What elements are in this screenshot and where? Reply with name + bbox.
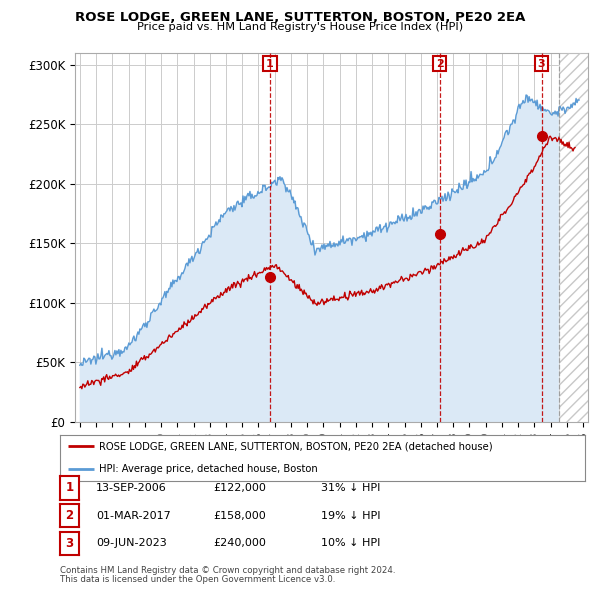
Text: 09-JUN-2023: 09-JUN-2023: [96, 539, 167, 548]
Text: 10% ↓ HPI: 10% ↓ HPI: [321, 539, 380, 548]
Text: 13-SEP-2006: 13-SEP-2006: [96, 483, 167, 493]
Text: 19% ↓ HPI: 19% ↓ HPI: [321, 511, 380, 520]
Text: 2: 2: [436, 58, 443, 68]
Text: 1: 1: [266, 58, 274, 68]
Text: 3: 3: [65, 537, 74, 550]
Text: £240,000: £240,000: [213, 539, 266, 548]
Text: 31% ↓ HPI: 31% ↓ HPI: [321, 483, 380, 493]
Text: ROSE LODGE, GREEN LANE, SUTTERTON, BOSTON, PE20 2EA: ROSE LODGE, GREEN LANE, SUTTERTON, BOSTO…: [75, 11, 525, 24]
Text: £122,000: £122,000: [213, 483, 266, 493]
Text: 01-MAR-2017: 01-MAR-2017: [96, 511, 171, 520]
Text: Contains HM Land Registry data © Crown copyright and database right 2024.: Contains HM Land Registry data © Crown c…: [60, 566, 395, 575]
Text: This data is licensed under the Open Government Licence v3.0.: This data is licensed under the Open Gov…: [60, 575, 335, 584]
Text: HPI: Average price, detached house, Boston: HPI: Average price, detached house, Bost…: [100, 464, 318, 474]
Text: 1: 1: [65, 481, 74, 494]
Text: ROSE LODGE, GREEN LANE, SUTTERTON, BOSTON, PE20 2EA (detached house): ROSE LODGE, GREEN LANE, SUTTERTON, BOSTO…: [100, 441, 493, 451]
Text: 3: 3: [538, 58, 545, 68]
Text: 2: 2: [65, 509, 74, 522]
Text: Price paid vs. HM Land Registry's House Price Index (HPI): Price paid vs. HM Land Registry's House …: [137, 22, 463, 32]
Text: £158,000: £158,000: [213, 511, 266, 520]
